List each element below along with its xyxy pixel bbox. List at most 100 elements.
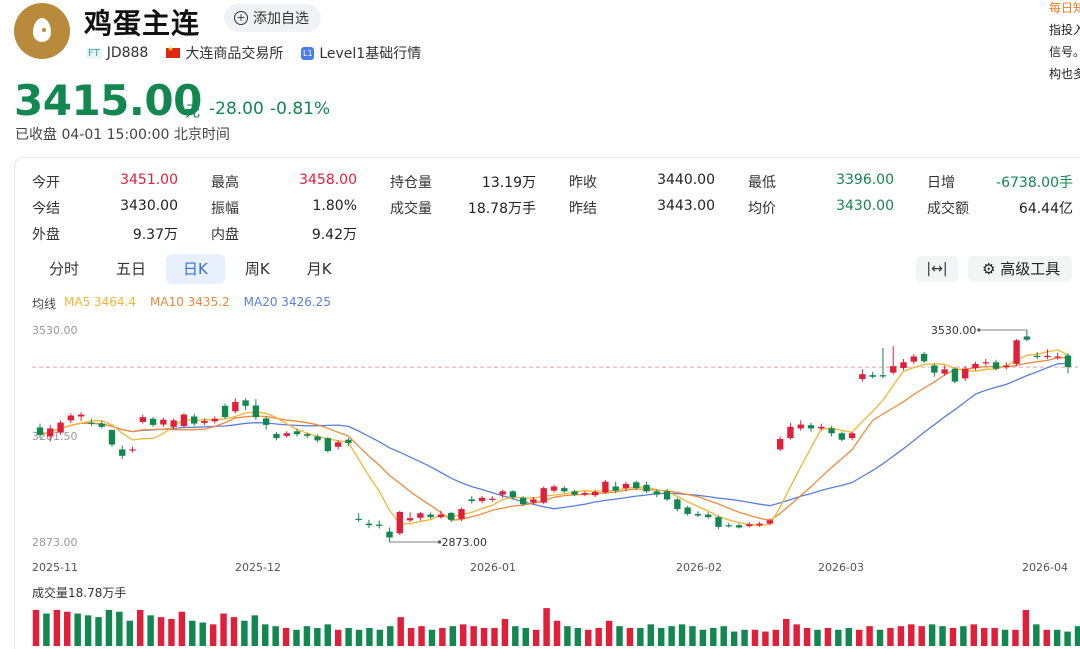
volume-bar: [168, 618, 175, 646]
candle-body: [437, 514, 445, 518]
stat-value: 64.44亿: [1018, 201, 1073, 217]
egg-icon: [33, 18, 51, 42]
candle-body: [427, 514, 434, 518]
tab-monthly-k[interactable]: 月K: [306, 260, 332, 278]
stat-value: 3396.00: [836, 172, 894, 188]
volume-bar: [1043, 629, 1050, 646]
stat-label: 外盘: [32, 227, 60, 243]
volume-bar: [147, 615, 154, 646]
candle-body: [478, 497, 486, 502]
candle-body: [396, 511, 403, 534]
volume-bar: [407, 627, 415, 646]
tab-five-day[interactable]: 五日: [116, 260, 147, 278]
candle-body: [324, 438, 332, 452]
ma5-value: MA5 3464.4: [64, 295, 137, 309]
stat-value: 3451.00: [120, 172, 178, 188]
volume-bar: [876, 629, 884, 646]
candle-body: [1003, 365, 1010, 368]
price-unit: 元: [185, 102, 201, 120]
advanced-tools-button[interactable]: ⚙ 高级工具: [968, 256, 1072, 282]
candle-body: [376, 524, 383, 526]
candle-body: [293, 431, 301, 435]
volume-bar: [459, 624, 467, 646]
tab-weekly-k[interactable]: 周K: [244, 260, 270, 278]
ma20-line: [39, 362, 1069, 510]
volume-bar: [585, 629, 592, 646]
candle-body: [540, 488, 547, 503]
stat-label: 昨结: [569, 201, 597, 217]
volume-bar: [303, 626, 311, 646]
candle-body: [88, 422, 95, 424]
candle-body: [221, 405, 229, 418]
price-change-pct: -0.81%: [270, 99, 331, 119]
stat-label: 昨收: [569, 175, 597, 191]
range-arrows-icon: |↔|: [926, 261, 948, 277]
candle-body: [191, 416, 198, 424]
candle-body: [406, 518, 414, 521]
tab-intraday[interactable]: 分时: [49, 260, 80, 278]
volume-bar: [251, 615, 259, 646]
candle-body: [807, 425, 815, 429]
china-flag-icon: [166, 45, 181, 58]
volume-bar: [720, 626, 727, 646]
candle-body: [828, 428, 835, 434]
candle-body: [1044, 355, 1051, 358]
volume-bar: [32, 609, 40, 646]
volume-bar: [376, 629, 384, 646]
candle-body: [920, 353, 928, 362]
stat-label: 持仓量: [390, 175, 432, 191]
low-marker-dot: [437, 540, 442, 544]
market-status: 已收盘 04-01 15:00:00 北京时间: [15, 127, 230, 143]
range-select-button[interactable]: |↔|: [916, 256, 958, 282]
stat-label: 内盘: [211, 227, 239, 243]
candle-body: [139, 417, 146, 422]
volume-bar: [730, 631, 738, 646]
candle-body: [314, 436, 321, 441]
stat-value: 9.42万: [311, 227, 357, 243]
candle-body: [982, 362, 989, 364]
volume-bar: [439, 627, 446, 646]
level-label[interactable]: Level1基础行情: [319, 46, 422, 62]
candle-body: [232, 401, 239, 412]
ma5-line: [39, 349, 1069, 527]
volume-bar: [689, 626, 696, 646]
candle-body: [1064, 355, 1072, 368]
candle-body: [1013, 340, 1020, 364]
volume-bar: [855, 629, 863, 646]
add-watchlist-label: 添加自选: [253, 11, 309, 27]
candle-body: [951, 368, 959, 382]
candle-body: [211, 418, 218, 422]
candle-body: [962, 368, 969, 379]
volume-bar: [1033, 624, 1040, 646]
candle-body: [1033, 355, 1041, 358]
candle-body: [57, 422, 64, 433]
volume-bar: [897, 626, 905, 646]
exchange-name: 大连商品交易所: [185, 46, 284, 62]
x-tick-label: 2026-02: [676, 561, 722, 574]
candle-body: [345, 439, 352, 443]
stat-label: 振幅: [211, 201, 239, 217]
volume-bar: [751, 629, 759, 646]
side-news-line: 指投入: [1049, 23, 1080, 37]
candle-body: [509, 491, 517, 498]
candle-body: [633, 482, 640, 489]
volume-bar: [616, 626, 623, 646]
ma-legend: 均线 MA5 3464.4 MA10 3435.2 MA20 3426.25: [32, 295, 331, 312]
high-annotation: 3530.00: [931, 324, 977, 337]
volume-bar: [928, 624, 936, 646]
tab-daily-k[interactable]: 日K: [166, 254, 225, 284]
candle-body: [304, 434, 311, 436]
ma10-line: [39, 357, 1069, 522]
side-news-snippet[interactable]: 每日知 指投入 信号。 构也多: [1049, 0, 1080, 85]
ma20-value: MA20 3426.25: [243, 295, 331, 309]
volume-bar: [282, 627, 290, 646]
candle-body: [550, 486, 558, 491]
add-watchlist-button[interactable]: + 添加自选: [224, 4, 321, 32]
candle-body: [386, 531, 393, 538]
volume-bar: [647, 624, 655, 646]
candle-body: [334, 442, 342, 447]
candle-body: [643, 484, 650, 492]
volume-bar: [960, 626, 967, 646]
volume-bar: [355, 629, 363, 646]
